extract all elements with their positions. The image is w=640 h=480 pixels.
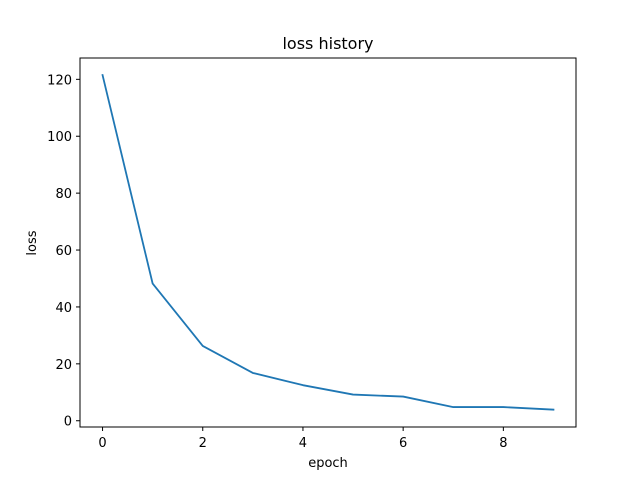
y-tick-label: 0 — [64, 415, 72, 430]
y-tick-label: 20 — [55, 358, 72, 373]
chart-title: loss history — [282, 34, 373, 53]
x-tick-label: 4 — [299, 436, 307, 451]
plot-area — [101, 73, 555, 411]
y-tick-label: 40 — [55, 301, 72, 316]
y-axis-label: loss — [25, 230, 40, 255]
y-tick-label: 60 — [55, 244, 72, 259]
y-axis: 0 20 40 60 80 100 120 — [47, 73, 80, 430]
x-tick-label: 6 — [399, 436, 407, 451]
y-tick-label: 120 — [47, 73, 72, 88]
x-axis-label: epoch — [308, 456, 348, 471]
series-line-0 — [101, 73, 555, 411]
axes-frame — [79, 57, 577, 428]
y-tick-label: 80 — [55, 187, 72, 202]
x-tick-label: 8 — [499, 436, 507, 451]
x-tick-label: 2 — [199, 436, 207, 451]
y-tick-label: 100 — [47, 130, 72, 145]
x-axis: 0 2 4 6 8 — [98, 427, 507, 451]
x-tick-label: 0 — [98, 436, 106, 451]
